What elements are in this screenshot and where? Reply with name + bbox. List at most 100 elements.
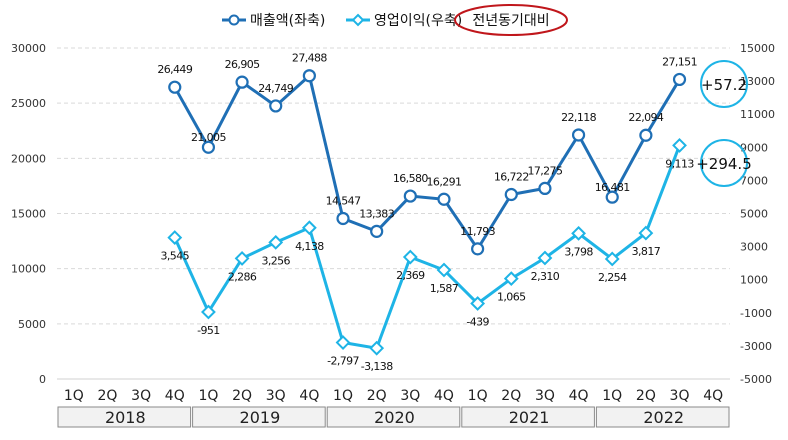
series-line-0 <box>173 72 681 252</box>
quarter-label: 2Q <box>98 388 118 404</box>
quarter-label: 4Q <box>703 388 723 404</box>
right-tick-label: 5000 <box>740 208 768 221</box>
legend-note-label: 전년동기대비 <box>472 13 549 29</box>
data-label: 3,256 <box>261 254 290 267</box>
data-label: 22,094 <box>628 111 663 124</box>
data-point <box>639 128 653 142</box>
right-tick-label: 13000 <box>740 75 775 88</box>
left-tick-label: 25000 <box>11 97 46 110</box>
data-point <box>268 234 284 250</box>
left-tick-label: 10000 <box>11 263 46 276</box>
year-box <box>326 406 461 428</box>
right-tick-label: 1000 <box>740 274 768 287</box>
quarter-label: 3Q <box>535 388 555 404</box>
data-label: 16,580 <box>393 172 428 185</box>
data-label: 26,449 <box>157 63 192 76</box>
data-label: 4,138 <box>295 240 324 253</box>
left-tick-label: 15000 <box>11 208 46 221</box>
right-tick-label: -5000 <box>740 373 772 386</box>
year-label: 2019 <box>240 408 281 427</box>
data-label: 16,722 <box>494 171 529 184</box>
data-point <box>672 138 687 153</box>
data-point <box>504 187 518 202</box>
quarter-label: 3Q <box>131 388 151 404</box>
data-point <box>335 335 351 350</box>
legend-label-sales: 매출액(좌축) <box>250 13 325 29</box>
quarter-label: 1Q <box>333 388 353 404</box>
right-tick-label: -1000 <box>740 307 772 320</box>
data-label: 1,587 <box>430 282 459 295</box>
data-label: 2,286 <box>228 270 257 283</box>
data-point <box>436 262 452 278</box>
data-label: 24,749 <box>258 82 293 95</box>
data-label: 3,545 <box>161 250 190 263</box>
quarter-label: 2Q <box>501 388 521 404</box>
data-label: 13,383 <box>359 207 394 220</box>
data-point <box>402 249 418 265</box>
year-label: 2021 <box>509 408 550 427</box>
legend-label-op: 영업이익(우축) <box>374 13 462 29</box>
right-tick-label: 11000 <box>740 108 775 121</box>
data-point <box>269 99 283 113</box>
year-box <box>192 406 326 428</box>
data-point <box>571 225 586 241</box>
quarter-label: 1Q <box>468 388 488 404</box>
data-label: 16,291 <box>427 175 462 188</box>
year-box <box>461 406 595 428</box>
series-line-1 <box>173 144 681 350</box>
data-label: -439 <box>466 316 489 329</box>
quarter-label: 3Q <box>266 388 286 404</box>
year-label: 2018 <box>105 408 146 427</box>
data-label: -951 <box>197 324 220 337</box>
quarter-label: 4Q <box>569 388 589 404</box>
right-tick-label: 9000 <box>740 141 768 154</box>
data-point <box>235 75 249 89</box>
data-label: 11,793 <box>460 225 495 238</box>
data-label: 17,275 <box>527 164 562 177</box>
left-tick-label: 0 <box>39 373 46 386</box>
data-label: 3,798 <box>564 245 593 258</box>
right-tick-label: -3000 <box>740 340 772 353</box>
legend-note-ellipse <box>454 4 568 36</box>
data-label: 27,151 <box>662 55 697 68</box>
data-label: 14,547 <box>326 194 361 207</box>
left-tick-label: 5000 <box>18 318 46 331</box>
quarter-label: 2Q <box>636 388 656 404</box>
data-point <box>369 340 385 356</box>
data-point <box>471 242 485 256</box>
data-point <box>638 225 654 241</box>
data-point <box>571 128 586 142</box>
data-label: 26,905 <box>225 58 260 71</box>
data-point <box>234 251 250 266</box>
data-point <box>168 80 182 94</box>
data-label: 16,481 <box>595 181 630 194</box>
data-point <box>370 224 384 238</box>
data-point <box>672 72 687 87</box>
quarter-label: 4Q <box>299 388 319 404</box>
quarter-label: 2Q <box>367 388 387 404</box>
data-point <box>302 69 316 83</box>
data-point <box>537 250 553 266</box>
annotation-label: +57.2 <box>701 76 747 94</box>
legend-marker-op <box>351 13 365 27</box>
year-box <box>595 406 730 428</box>
year-label: 2022 <box>643 408 684 427</box>
legend-marker-sales <box>228 14 240 26</box>
data-point <box>201 140 216 154</box>
data-label: 9,113 <box>665 157 694 170</box>
quarter-label: 1Q <box>602 388 622 404</box>
quarter-label: 1Q <box>64 388 84 404</box>
quarter-label: 4Q <box>165 388 185 404</box>
quarter-label: 3Q <box>670 388 690 404</box>
data-point <box>538 181 552 195</box>
data-label: 1,065 <box>497 291 526 304</box>
right-tick-label: 15000 <box>740 42 775 55</box>
data-point <box>605 190 619 204</box>
data-label: 2,369 <box>396 269 425 282</box>
data-point <box>437 192 451 206</box>
data-label: 21,005 <box>191 131 226 144</box>
data-point <box>470 296 486 311</box>
data-point <box>336 211 350 226</box>
